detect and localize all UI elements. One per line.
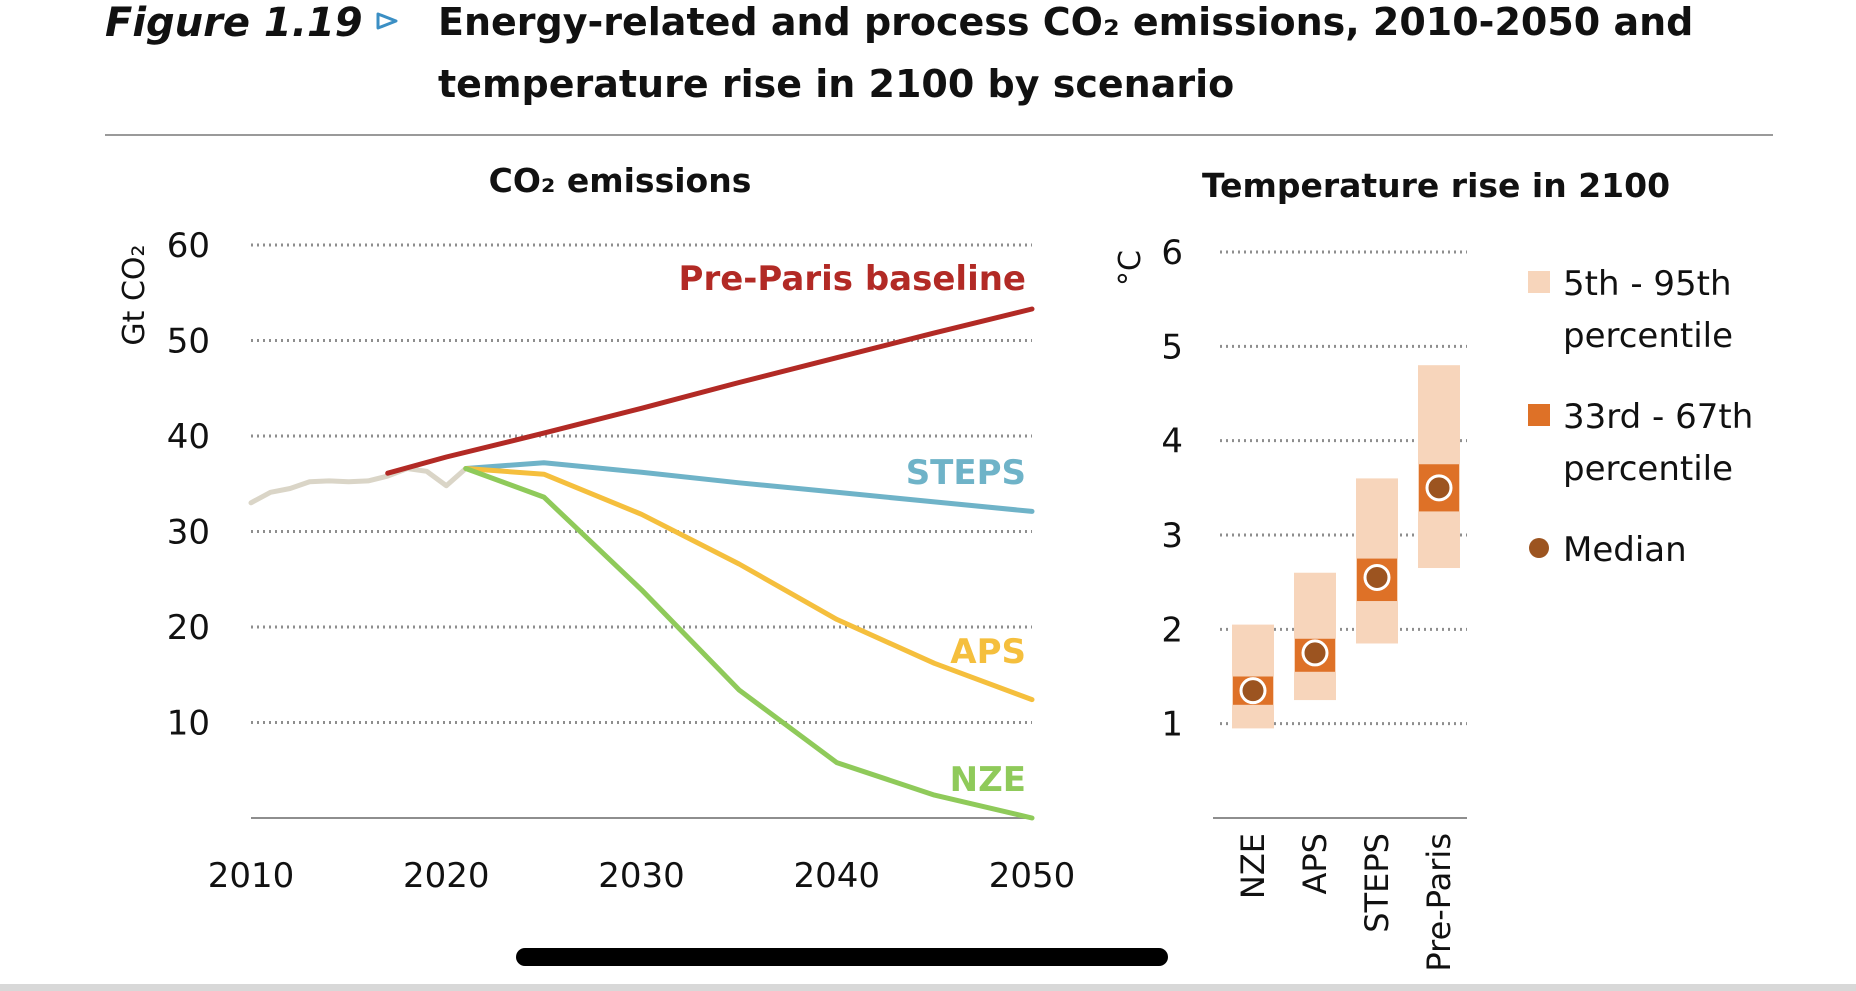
- series-line-historical: [248, 466, 469, 506]
- y-tick-label: 60: [167, 226, 210, 266]
- legend-swatch: [1528, 404, 1550, 426]
- temperature-category-labels: NZE APS STEPS Pre-Paris: [1234, 833, 1458, 972]
- y-tick-label: 40: [167, 417, 210, 457]
- temperature-tick-labels: 1 2 3 4 5 6: [1161, 233, 1183, 745]
- home-indicator[interactable]: [516, 948, 1168, 966]
- series-line-aps: [463, 466, 1035, 703]
- x-tick-label: 2020: [403, 856, 490, 896]
- series-line-steps: [463, 460, 1035, 514]
- emissions-series-labels: Pre-Paris baseline STEPS APS NZE: [679, 259, 1026, 800]
- temperature-ranges: [1232, 365, 1460, 729]
- median-marker: [1363, 563, 1391, 591]
- series-label: STEPS: [906, 453, 1026, 493]
- category-label: APS: [1296, 833, 1334, 895]
- series-label: NZE: [950, 760, 1026, 800]
- figure-arrow-icon: [376, 12, 398, 30]
- legend-label: 33rd - 67th: [1563, 397, 1753, 437]
- range-5-95-bar: [1294, 572, 1336, 701]
- legend-label: 5th - 95th: [1563, 264, 1732, 304]
- y-tick-label: 2: [1161, 610, 1183, 650]
- category-label: Pre-Paris: [1420, 833, 1458, 972]
- x-tick-label: 2010: [208, 856, 295, 896]
- figure-title-line-2: temperature rise in 2100 by scenario: [438, 62, 1235, 106]
- category-label: STEPS: [1358, 833, 1396, 933]
- legend-median-swatch: [1529, 538, 1549, 558]
- y-tick-label: 6: [1161, 233, 1183, 273]
- temperature-y-axis-label: °C: [1113, 250, 1148, 286]
- legend-label: percentile: [1563, 316, 1733, 356]
- temperature-chart-title: Temperature rise in 2100: [1202, 166, 1670, 205]
- bottom-edge: [0, 984, 1856, 991]
- x-tick-label: 2030: [598, 856, 685, 896]
- series-label: Pre-Paris baseline: [679, 259, 1026, 299]
- category-label: NZE: [1234, 833, 1272, 899]
- emissions-series: [248, 306, 1035, 821]
- y-tick-label: 20: [167, 608, 210, 648]
- y-tick-label: 10: [167, 704, 210, 744]
- title-divider: [105, 134, 1773, 136]
- emissions-y-axis-label: Gt CO₂: [117, 244, 152, 345]
- emissions-gridlines: [251, 243, 1032, 819]
- temperature-chart: Temperature rise in 2100 °C 1 2 3 4 5 6 NZE AP…: [1113, 166, 1753, 972]
- x-tick-label: 2050: [989, 856, 1076, 896]
- series-line-pre-paris-baseline: [385, 306, 1035, 476]
- series-label: APS: [950, 632, 1026, 672]
- figure-title-line-1: Energy-related and process CO₂ emissions…: [438, 0, 1694, 44]
- emissions-chart-title: CO₂ emissions: [489, 161, 752, 200]
- legend-label: Median: [1563, 530, 1687, 570]
- y-tick-label: 50: [167, 322, 210, 362]
- median-marker: [1425, 474, 1453, 502]
- median-marker: [1301, 639, 1329, 667]
- legend-swatch: [1528, 271, 1550, 293]
- y-tick-label: 30: [167, 513, 210, 553]
- series-line-nze: [463, 466, 1035, 821]
- y-tick-label: 5: [1161, 327, 1183, 367]
- y-tick-label: 3: [1161, 516, 1183, 556]
- median-marker: [1239, 677, 1267, 705]
- y-tick-label: 1: [1161, 705, 1183, 745]
- x-tick-label: 2040: [793, 856, 880, 896]
- y-tick-label: 4: [1161, 422, 1183, 462]
- temperature-legend: 5th - 95th percentile 33rd - 67th percentil…: [1528, 264, 1753, 570]
- figure-label: Figure 1.19: [105, 0, 363, 46]
- legend-label: percentile: [1563, 449, 1733, 489]
